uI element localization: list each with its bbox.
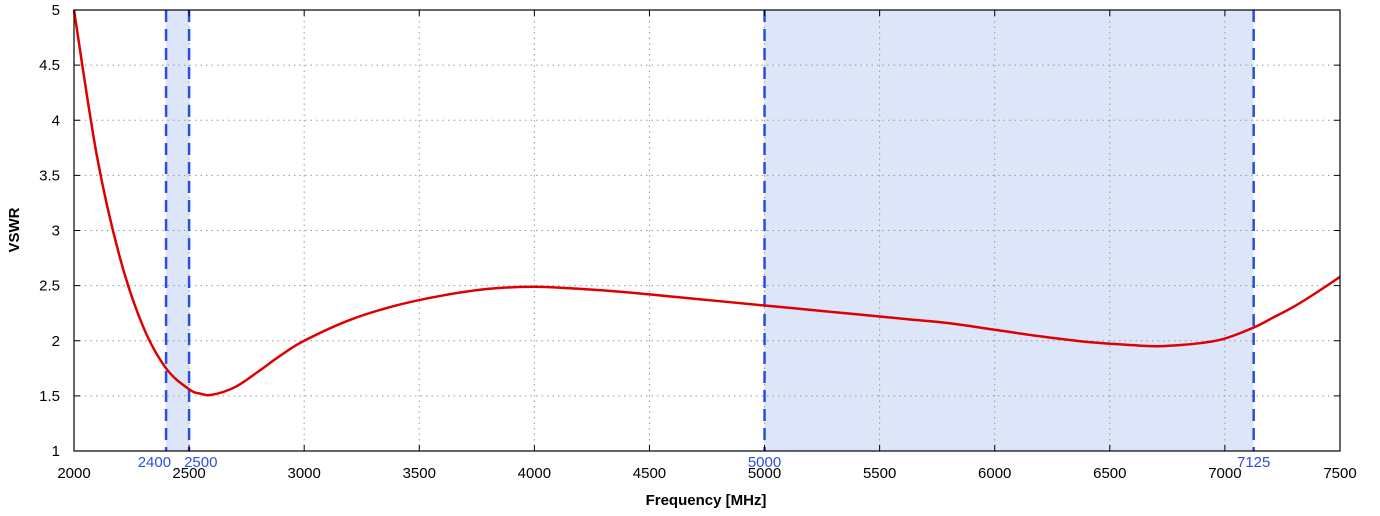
x-tick-label: 2500 — [172, 465, 205, 482]
band-area-1 — [166, 10, 190, 451]
y-tick-label: 4.5 — [39, 57, 60, 74]
y-tick-label: 2.5 — [39, 278, 60, 295]
x-tick-labels: 2000 2500 3000 3500 4000 4500 5000 5500 6000 6500… — [57, 465, 1356, 482]
y-tick-labels: 1 1.5 2 2.5 3 3.5 4 4.5 5 — [39, 2, 60, 460]
y-tick-label: 1.5 — [39, 388, 60, 405]
x-tick-label: 3000 — [287, 465, 320, 482]
series-layer — [72, 9, 1341, 397]
vswr-series-line-1 — [72, 9, 1341, 397]
x-tick-label: 2000 — [57, 465, 90, 482]
band-labels: 2400 2500 5000 7125 — [138, 454, 1271, 471]
x-tick-label: 6000 — [978, 465, 1011, 482]
band-end-label: 7125 — [1237, 454, 1270, 471]
band-start-label: 2400 — [138, 454, 171, 471]
x-tick-label: 6500 — [1093, 465, 1126, 482]
x-tick-label: 3500 — [403, 465, 436, 482]
y-tick-label: 5 — [52, 2, 60, 19]
tick-marks — [73, 9, 1341, 452]
x-tick-label: 7000 — [1208, 465, 1241, 482]
x-tick-label: 7500 — [1323, 465, 1356, 482]
x-tick-label: 4000 — [518, 465, 551, 482]
y-tick-label: 3 — [52, 223, 60, 240]
y-axis-title: VSWR — [6, 207, 23, 252]
band-end-label: 2500 — [184, 454, 217, 471]
x-tick-label: 5000 — [748, 465, 781, 482]
y-tick-label: 4 — [52, 112, 60, 129]
x-tick-label: 5500 — [863, 465, 896, 482]
x-axis-title: Frequency [MHz] — [646, 492, 767, 509]
y-tick-label: 2 — [52, 333, 60, 350]
y-tick-label: 3.5 — [39, 167, 60, 184]
frequency-bands — [166, 10, 1254, 451]
y-tick-label: 1 — [52, 443, 60, 460]
x-tick-label: 4500 — [633, 465, 666, 482]
band-start-label: 5000 — [748, 454, 781, 471]
band-boundary-lines — [164, 10, 1255, 451]
